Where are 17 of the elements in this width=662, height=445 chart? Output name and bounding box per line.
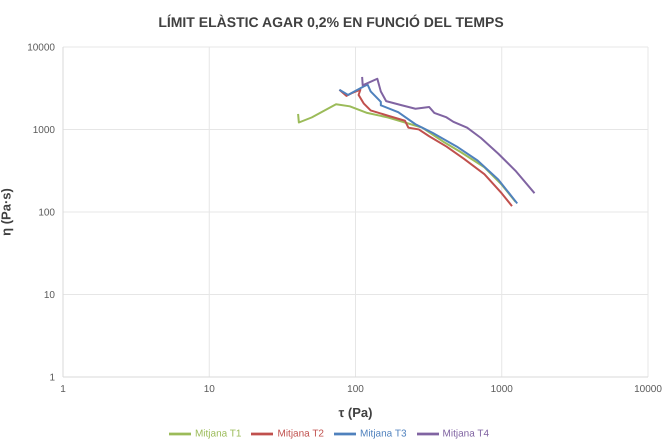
legend-label: Mitjana T1 (194, 428, 242, 440)
legend-label: Mitjana T4 (442, 428, 490, 440)
chart-title: LÍMIT ELÀSTIC AGAR 0,2% EN FUNCIÓ DEL TEMPS (157, 14, 505, 30)
x-axis-title: τ (Pa) (338, 405, 372, 420)
y-tick-label: 1 (49, 372, 56, 384)
x-tick-label: 10 (204, 384, 216, 396)
x-tick-label: 100 (347, 384, 364, 396)
y-axis-title: η (Pa·s) (0, 188, 14, 236)
y-tick-label: 10 (44, 290, 56, 302)
legend-label: Mitjana T2 (277, 428, 324, 440)
x-tick-label: 1000 (490, 384, 514, 396)
y-tick-label: 100 (38, 208, 56, 219)
legend-label: Mitjana T3 (360, 428, 407, 440)
y-tick-label: 1000 (32, 125, 56, 136)
x-tick-label: 1 (60, 384, 66, 396)
y-tick-label: 10000 (27, 42, 56, 54)
x-tick-label: 10000 (634, 384, 662, 396)
